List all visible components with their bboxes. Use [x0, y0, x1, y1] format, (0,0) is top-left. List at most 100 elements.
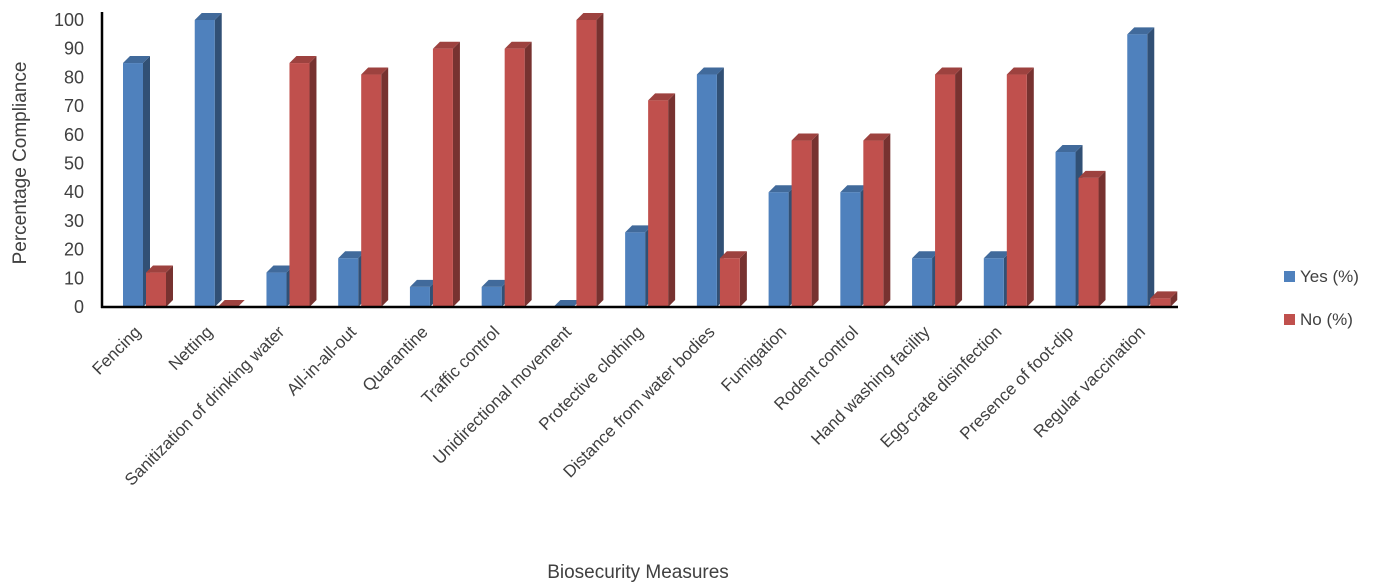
bar-yes [1055, 145, 1083, 307]
bar-front [266, 272, 287, 307]
bar-top [935, 67, 963, 75]
bar-side [381, 67, 389, 307]
bar-no [791, 133, 819, 307]
y-tick-label: 30 [64, 211, 84, 231]
bar-front [768, 192, 789, 307]
bar-no [935, 67, 963, 307]
bar-side [811, 133, 819, 307]
bar-front [409, 286, 430, 307]
x-axis-title: Biosecurity Measures [547, 562, 729, 583]
bar-side [955, 67, 963, 307]
bar-front [289, 63, 310, 307]
y-tick-label: 40 [64, 182, 84, 202]
bar-side [1147, 27, 1155, 307]
y-tick-label: 70 [64, 96, 84, 116]
bar-top [719, 251, 747, 259]
bar-no [432, 41, 460, 307]
bar-top [553, 300, 581, 307]
legend-swatch [1284, 314, 1295, 325]
bar-top [146, 265, 173, 273]
bar-yes [553, 300, 581, 307]
bar-front [1006, 74, 1027, 307]
bar-front [1078, 177, 1099, 307]
bar-side [143, 56, 150, 307]
bar-top [123, 56, 150, 64]
bar-front [648, 100, 669, 307]
x-tick-label: Quarantine [359, 322, 432, 395]
bar-top [504, 41, 532, 49]
bar-top [625, 225, 653, 233]
bar-top [194, 13, 222, 20]
bar-front [146, 272, 166, 307]
y-tick-label: 10 [64, 268, 84, 288]
legend-label: No (%) [1300, 310, 1353, 329]
bar-top [791, 133, 819, 141]
bar-no [1150, 291, 1178, 307]
bar-side [452, 41, 460, 307]
x-tick-label: Egg-crate disinfection [876, 322, 1005, 451]
bar-front [432, 48, 453, 307]
bar-top [432, 41, 460, 49]
bars-group [123, 13, 1178, 307]
bar-no [1006, 67, 1034, 307]
bar-yes [1127, 27, 1155, 307]
bar-no [361, 67, 389, 307]
bar-top [361, 67, 389, 75]
x-tick-label: Hand washing facility [807, 322, 934, 449]
bar-top [338, 251, 366, 259]
legend-label: Yes (%) [1300, 267, 1359, 286]
y-tick-labels: 0 10 20 30 40 50 60 70 80 90 100 [54, 10, 84, 317]
bar-top [576, 13, 604, 20]
legend: Yes (%) No (%) [1284, 267, 1359, 329]
bar-no [146, 265, 173, 307]
bar-top [696, 67, 724, 75]
y-tick-label: 90 [64, 39, 84, 59]
bar-front [696, 74, 717, 307]
x-tick-label: Netting [165, 322, 217, 374]
bar-top [481, 279, 509, 287]
x-tick-label: All-in-all-out [283, 322, 360, 399]
bar-front [625, 232, 646, 307]
bar-top [1150, 291, 1178, 299]
bar-top [217, 300, 245, 307]
y-tick-label: 60 [64, 125, 84, 145]
bar-side [1026, 67, 1034, 307]
bar-yes [840, 185, 868, 307]
bar-yes [696, 67, 724, 307]
bar-yes [266, 265, 294, 307]
bar-front [791, 140, 812, 307]
bar-side [524, 41, 532, 307]
bar-front [1127, 34, 1148, 307]
bar-no [719, 251, 747, 307]
y-tick-label: 100 [54, 10, 84, 30]
bar-top [983, 251, 1011, 259]
legend-swatch [1284, 271, 1295, 282]
bar-top [289, 56, 317, 64]
y-tick-label: 50 [64, 154, 84, 174]
bar-top [409, 279, 437, 287]
x-tick-label: Fumigation [717, 322, 790, 395]
bar-top [912, 251, 940, 259]
bar-side [716, 67, 724, 307]
bar-side [309, 56, 317, 307]
bar-no [504, 41, 532, 307]
bar-front [576, 20, 597, 307]
bar-yes [409, 279, 437, 307]
bar-top [1006, 67, 1034, 75]
y-axis-title: Percentage Compliance [10, 62, 31, 265]
bar-front [912, 258, 933, 307]
bar-top [266, 265, 294, 273]
x-tick-label: Unidirectional movement [429, 322, 575, 468]
bar-no [863, 133, 891, 307]
bar-no [576, 13, 604, 307]
bar-side [166, 265, 173, 307]
bar-front [935, 74, 956, 307]
y-tick-label: 80 [64, 67, 84, 87]
bar-yes [194, 13, 222, 307]
bar-front [194, 20, 215, 307]
bar-top [1078, 170, 1106, 178]
bar-yes [123, 56, 150, 307]
bar-top [1127, 27, 1155, 35]
